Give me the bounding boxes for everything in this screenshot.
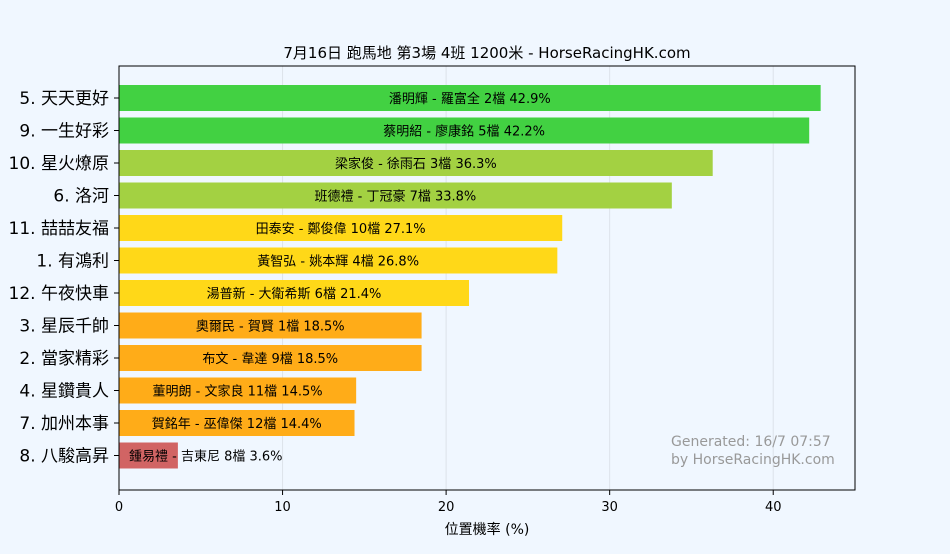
bar [119,377,357,404]
bar [119,182,672,209]
x-axis-ticks: 0 10 20 30 40 [115,490,782,515]
category-label: 2. 當家精彩 [19,349,109,369]
x-tick-label: 10 [274,500,291,515]
category-label: 8. 八駿高昇 [19,447,109,467]
bar [119,442,178,469]
bar [119,85,821,111]
category-labels: 5. 天天更好 9. 一生好彩 10. 星火燎原 6. 洛河 11. 喆喆友福 1. 有鴻… [9,89,119,467]
bar [119,150,713,176]
bar [119,410,355,436]
bar-label: 鍾易禮 - 吉東尼 8檔 3.6% [129,449,283,465]
bar-label: 梁家俊 - 徐雨石 3檔 36.3% [335,156,497,172]
chart-title: 7月16日 跑馬地 第3場 4班 1200米 - HorseRacingHK.c… [283,44,690,62]
category-label: 12. 午夜快車 [9,284,109,304]
category-label: 11. 喆喆友福 [9,219,109,239]
category-label: 9. 一生好彩 [19,122,109,142]
bar-labels: 潘明輝 - 羅富全 2檔 42.9% 蔡明紹 - 廖康銘 5檔 42.2% 梁家俊 … [129,91,551,465]
bar [119,247,558,274]
bar [119,345,422,371]
category-label: 5. 天天更好 [19,89,109,109]
bar [119,280,470,306]
bar-label: 奧爾民 - 賀賢 1檔 18.5% [196,320,345,335]
bar-label: 黃智弘 - 姚本輝 4檔 26.8% [257,255,419,270]
bar [119,117,810,144]
bar-label: 蔡明紹 - 廖康銘 5檔 42.2% [383,124,545,140]
x-tick-label: 20 [438,500,455,515]
bar-label: 班德禮 - 丁冠豪 7檔 33.8% [315,189,477,205]
plot-frame [118,65,856,491]
category-label: 6. 洛河 [53,187,109,207]
bar [119,215,563,241]
x-tick-label: 30 [601,500,618,515]
category-label: 3. 星辰千帥 [19,317,109,337]
category-label: 4. 星鑽貴人 [19,382,109,402]
bar-label: 田泰安 - 鄭俊偉 10檔 27.1% [256,222,426,237]
category-label: 1. 有鴻利 [36,252,109,272]
watermark-line-1: Generated: 16/7 07:57 [671,434,831,450]
x-tick-label: 40 [765,500,782,515]
category-label: 10. 星火燎原 [9,154,109,174]
bar-label: 賀銘年 - 巫偉傑 12檔 14.4% [152,417,322,432]
x-axis-label: 位置機率 (%) [445,521,530,538]
watermark-line-2: by HorseRacingHK.com [671,452,835,468]
category-label: 7. 加州本事 [19,414,109,434]
x-tick-label: 0 [115,500,123,515]
bars [119,85,821,469]
bar-label: 董明朗 - 文家良 11檔 14.5% [153,384,323,400]
bar [119,312,422,339]
bar-label: 湯普新 - 大衛希斯 6檔 21.4% [207,286,382,302]
bar-label: 布文 - 韋達 9檔 18.5% [202,352,338,367]
bar-label: 潘明輝 - 羅富全 2檔 42.9% [389,91,551,107]
